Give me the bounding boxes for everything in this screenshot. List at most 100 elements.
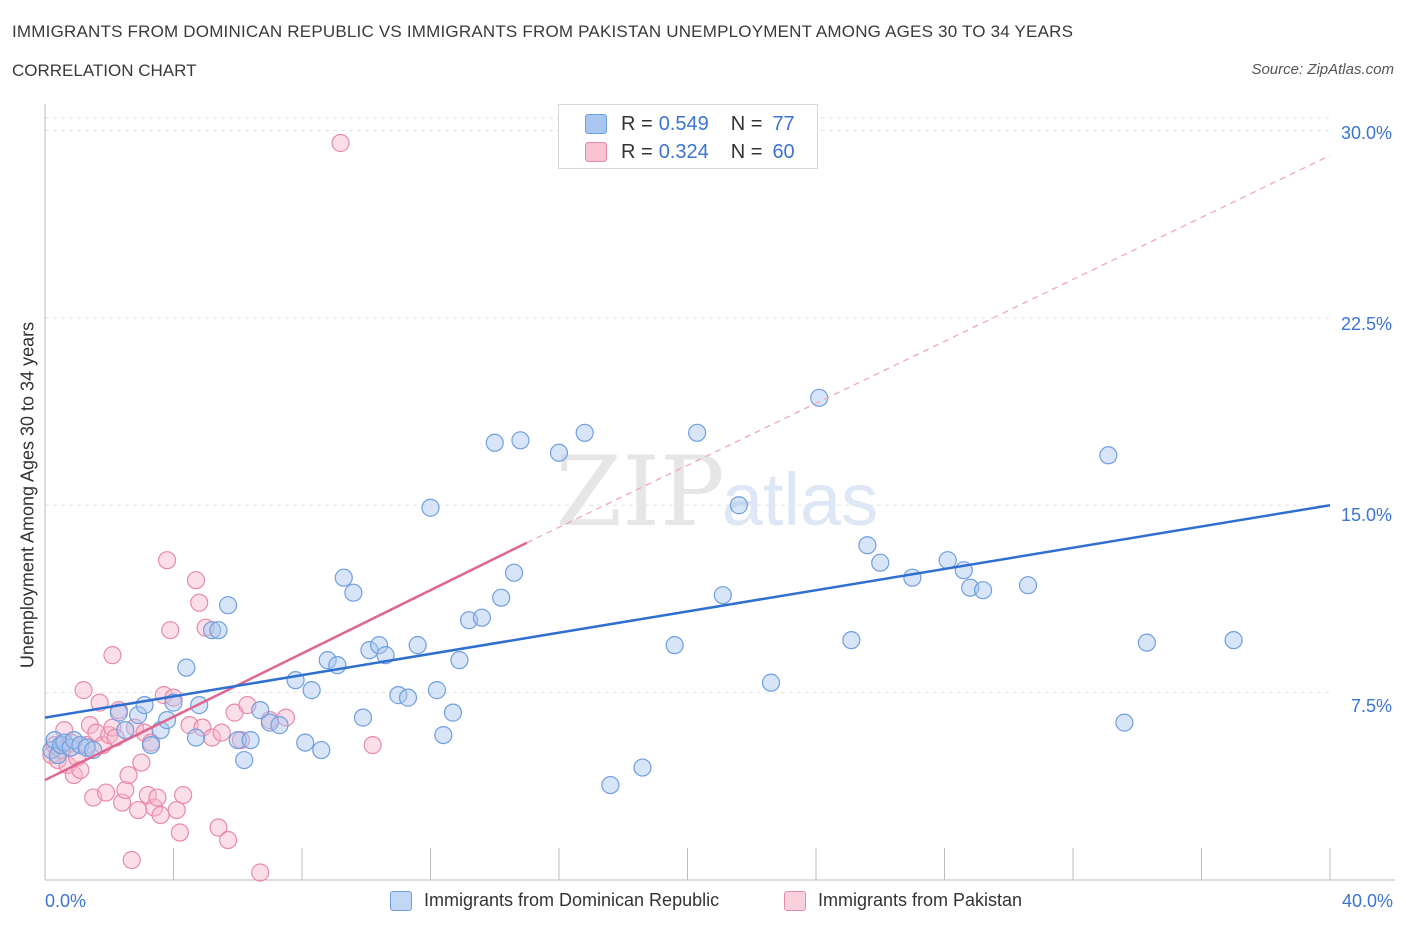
data-point [575, 423, 594, 442]
n-label: N = [730, 112, 763, 135]
y-axis-label: Unemployment Among Ages 30 to 34 years [17, 321, 38, 669]
data-point [485, 433, 504, 452]
data-point [858, 536, 877, 555]
data-point [145, 798, 164, 817]
data-point [344, 583, 363, 602]
data-point [209, 818, 228, 837]
y-tick-label: 7.5% [1350, 696, 1392, 716]
data-point [270, 716, 289, 735]
source-label: Source: ZipAtlas.com [1251, 61, 1394, 78]
legend-label-pakistan: Immigrants from Pakistan [818, 890, 1023, 910]
data-point [209, 621, 228, 640]
data-point [122, 850, 141, 870]
legend-row-dominican: R = 0.549 N = 77 [585, 110, 817, 138]
legend-item-dominican[interactable]: Immigrants from Dominican Republic [390, 890, 719, 911]
data-point [421, 498, 440, 517]
watermark-zip: ZIP [555, 436, 724, 548]
data-point [170, 823, 190, 842]
data-point [1099, 446, 1118, 465]
data-point [219, 596, 238, 615]
legend-swatch-blue [390, 890, 412, 911]
data-point [492, 588, 511, 607]
data-point [434, 725, 453, 745]
data-point [148, 788, 167, 807]
data-point [334, 568, 353, 587]
data-point [688, 423, 707, 442]
trend-line-pakistan-extension [526, 154, 1331, 544]
data-point [761, 673, 781, 692]
data-point [549, 443, 569, 462]
trend-line-pakistan [44, 541, 528, 782]
data-point [251, 701, 270, 720]
data-point [1224, 631, 1243, 650]
data-point [713, 586, 732, 605]
data-point [810, 388, 829, 407]
r-label: R = [621, 112, 653, 135]
x-tick-label-max: 40.0% [1341, 891, 1393, 911]
trend-lines [44, 154, 1331, 782]
data-point [161, 621, 180, 640]
stats-legend: R = 0.549 N = 77 R = 0.324 N = 60 [558, 104, 818, 169]
legend-row-pakistan: R = 0.324 N = 60 [585, 138, 817, 166]
data-point [177, 658, 196, 677]
data-point [132, 753, 151, 772]
data-point [302, 681, 321, 700]
y-tick-label: 30.0% [1340, 123, 1392, 143]
data-point [903, 568, 922, 587]
data-point [116, 720, 135, 740]
data-point [202, 621, 222, 640]
data-point [241, 730, 260, 750]
data-point [228, 730, 247, 750]
n-label: N = [730, 140, 763, 163]
data-point [167, 800, 186, 820]
data-point [74, 681, 93, 700]
data-point [109, 703, 128, 722]
data-point [427, 681, 447, 700]
data-point [312, 740, 331, 760]
data-point [212, 723, 231, 742]
data-point [219, 830, 238, 850]
legend-swatch-pink [585, 142, 607, 162]
n-value: 60 [772, 140, 795, 163]
x-tick-label-min: 0.0% [45, 891, 87, 911]
chart-title: IMMIGRANTS FROM DOMINICAN REPUBLIC VS IM… [12, 22, 1074, 41]
y-tick-label: 15.0% [1340, 505, 1392, 525]
grid-lines [45, 117, 1330, 694]
data-point [318, 651, 337, 670]
data-point [71, 760, 90, 780]
watermark-atlas: atlas [722, 458, 878, 541]
data-point [174, 785, 193, 805]
data-point [190, 593, 209, 612]
data-point [1115, 713, 1134, 732]
data-point [601, 775, 620, 795]
data-point [633, 758, 652, 777]
data-point [729, 496, 749, 515]
legend-swatch-pink [784, 890, 806, 911]
data-point [80, 716, 100, 735]
data-point [141, 735, 161, 755]
data-point [398, 688, 418, 707]
data-point [472, 608, 491, 627]
chart-subtitle: CORRELATION CHART [12, 61, 197, 80]
legend-label-dominican: Immigrants from Dominican Republic [424, 890, 720, 910]
data-point [1018, 576, 1038, 595]
data-point [157, 551, 177, 570]
data-point [186, 571, 206, 590]
watermark: ZIP atlas [555, 436, 878, 548]
legend-swatch-blue [585, 114, 607, 134]
data-point [129, 800, 148, 820]
r-label: R = [621, 140, 653, 163]
data-point [129, 706, 148, 725]
data-point [151, 805, 170, 825]
legend-item-pakistan[interactable]: Immigrants from Pakistan [784, 890, 1022, 911]
data-point [251, 863, 270, 882]
data-point [450, 651, 469, 670]
data-point [370, 636, 389, 655]
data-point [164, 693, 183, 712]
data-point [938, 551, 957, 570]
axes [44, 104, 1395, 881]
data-point [296, 733, 315, 752]
data-point [408, 636, 427, 655]
trend-line-dominican [44, 504, 1331, 719]
